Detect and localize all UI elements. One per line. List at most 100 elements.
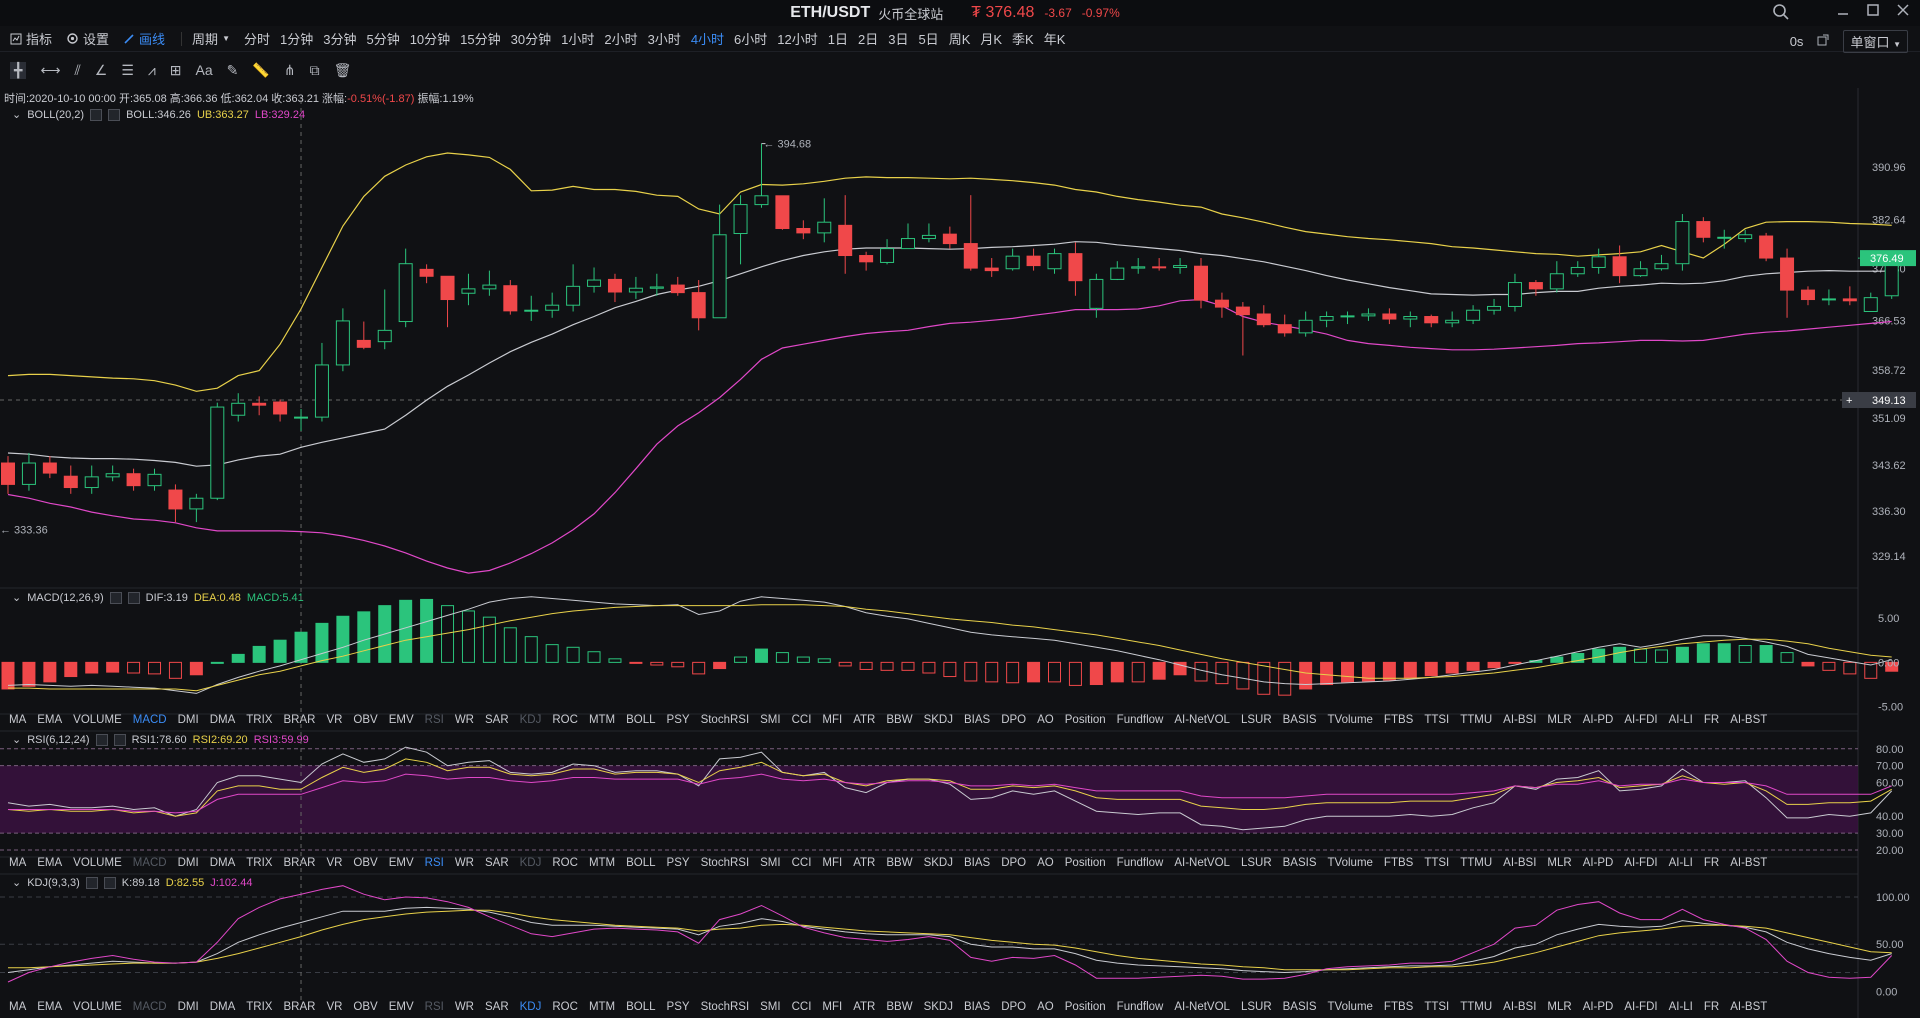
tab-fr[interactable]: FR (1703, 714, 1720, 726)
tab-cci[interactable]: CCI (791, 714, 812, 726)
tab-psy[interactable]: PSY (666, 857, 690, 869)
period-0[interactable]: 分时 (243, 32, 270, 47)
tab-tvolume[interactable]: TVolume (1327, 857, 1373, 869)
tab-bbw[interactable]: BBW (886, 857, 913, 869)
tab-lsur[interactable]: LSUR (1240, 1001, 1272, 1013)
macd-settings-icon[interactable] (109, 591, 122, 604)
tab-tvolume[interactable]: TVolume (1327, 1001, 1373, 1013)
tab-ema[interactable]: EMA (37, 714, 63, 726)
tab-ttsi[interactable]: TTSI (1424, 857, 1450, 869)
tab-sar[interactable]: SAR (484, 857, 509, 869)
tab-ao[interactable]: AO (1037, 857, 1054, 869)
window-layout-dropdown[interactable]: 单窗口 ▼ (1843, 30, 1908, 53)
period-14[interactable]: 2日 (857, 32, 879, 47)
tab-fr[interactable]: FR (1703, 1001, 1720, 1013)
magnet-tool-icon[interactable]: ⋔ (283, 61, 296, 78)
tab-ttmu[interactable]: TTMU (1460, 714, 1493, 726)
tab-trix[interactable]: TRIX (246, 1001, 273, 1013)
period-4[interactable]: 10分钟 (409, 32, 451, 47)
period-8[interactable]: 2小时 (604, 32, 638, 47)
tab-mtm[interactable]: MTM (588, 1001, 616, 1013)
maximize-icon[interactable] (1866, 3, 1880, 25)
tab-mfi[interactable]: MFI (822, 1001, 843, 1013)
tab-position[interactable]: Position (1064, 714, 1106, 726)
tab-ai-fdi[interactable]: AI-FDI (1624, 857, 1658, 869)
tab-emv[interactable]: EMV (388, 857, 414, 869)
period-9[interactable]: 3小时 (647, 32, 681, 47)
rsi-settings-icon[interactable] (95, 733, 108, 746)
tab-atr[interactable]: ATR (853, 714, 876, 726)
tab-ma[interactable]: MA (9, 857, 27, 869)
tab-mfi[interactable]: MFI (822, 714, 843, 726)
tab-mfi[interactable]: MFI (822, 857, 843, 869)
tab-trix[interactable]: TRIX (246, 714, 273, 726)
period-1[interactable]: 1分钟 (280, 32, 314, 47)
tab-ai-bst[interactable]: AI-BST (1730, 714, 1768, 726)
brush-tool-icon[interactable]: ✎ (226, 61, 239, 78)
tab-brar[interactable]: BRAR (283, 1001, 316, 1013)
tab-atr[interactable]: ATR (853, 1001, 876, 1013)
tab-ai-netvol[interactable]: AI-NetVOL (1174, 857, 1230, 869)
tab-basis[interactable]: BASIS (1282, 1001, 1317, 1013)
tab-dma[interactable]: DMA (209, 857, 236, 869)
period-13[interactable]: 1日 (827, 32, 848, 47)
tab-kdj[interactable]: KDJ (519, 1001, 542, 1013)
tab-ai-bst[interactable]: AI-BST (1730, 857, 1768, 869)
tab-tvolume[interactable]: TVolume (1327, 714, 1373, 726)
tab-ttmu[interactable]: TTMU (1460, 857, 1493, 869)
text-tool-icon[interactable]: Aa (195, 62, 213, 78)
tab-mlr[interactable]: MLR (1547, 714, 1572, 726)
indicator-button[interactable]: 指标 (10, 29, 52, 48)
tab-ai-netvol[interactable]: AI-NetVOL (1174, 1001, 1230, 1013)
macd-name[interactable]: MACD(12,26,9) (27, 591, 104, 604)
period-17[interactable]: 周K (948, 32, 971, 47)
tab-ai-bsi[interactable]: AI-BSI (1503, 857, 1537, 869)
period-11[interactable]: 6小时 (734, 32, 768, 47)
tab-fundflow[interactable]: Fundflow (1116, 1001, 1164, 1013)
period-15[interactable]: 3日 (888, 32, 909, 47)
symbol-title[interactable]: ETH/USDT (790, 4, 871, 21)
tab-trix[interactable]: TRIX (246, 857, 273, 869)
tab-wr[interactable]: WR (454, 857, 474, 869)
tab-atr[interactable]: ATR (853, 857, 876, 869)
tab-ai-bsi[interactable]: AI-BSI (1503, 714, 1537, 726)
tab-mtm[interactable]: MTM (588, 857, 616, 869)
tab-boll[interactable]: BOLL (626, 714, 656, 726)
collapse-icon[interactable]: ⌄ (12, 877, 22, 889)
tab-ai-bst[interactable]: AI-BST (1730, 1001, 1768, 1013)
tab-ao[interactable]: AO (1037, 1001, 1054, 1013)
tab-wr[interactable]: WR (454, 1001, 474, 1013)
tab-vr[interactable]: VR (326, 714, 343, 726)
tab-bbw[interactable]: BBW (886, 714, 913, 726)
tab-fundflow[interactable]: Fundflow (1116, 857, 1164, 869)
tab-dmi[interactable]: DMI (177, 714, 199, 726)
tab-roc[interactable]: ROC (552, 1001, 578, 1013)
kdj-close-icon[interactable] (103, 876, 116, 889)
tab-sar[interactable]: SAR (484, 714, 509, 726)
period-2[interactable]: 3分钟 (323, 32, 357, 47)
tab-bias[interactable]: BIAS (963, 1001, 991, 1013)
tab-boll[interactable]: BOLL (626, 857, 656, 869)
tab-skdj[interactable]: SKDJ (923, 857, 953, 869)
tab-ao[interactable]: AO (1037, 714, 1054, 726)
tab-dpo[interactable]: DPO (1001, 714, 1027, 726)
tab-skdj[interactable]: SKDJ (923, 1001, 953, 1013)
horizontal-line-tool-icon[interactable]: ⟷ (40, 61, 61, 78)
tab-ai-pd[interactable]: AI-PD (1582, 857, 1614, 869)
period-3[interactable]: 5分钟 (366, 32, 400, 47)
tab-ma[interactable]: MA (9, 1001, 27, 1013)
kdj-name[interactable]: KDJ(9,3,3) (27, 876, 80, 889)
rsi-name[interactable]: RSI(6,12,24) (27, 733, 90, 746)
tab-lsur[interactable]: LSUR (1240, 714, 1272, 726)
tab-basis[interactable]: BASIS (1282, 714, 1317, 726)
tab-emv[interactable]: EMV (388, 714, 414, 726)
boll-name[interactable]: BOLL(20,2) (27, 108, 85, 121)
tab-vr[interactable]: VR (326, 857, 343, 869)
tab-boll[interactable]: BOLL (626, 1001, 656, 1013)
measure-tool-icon[interactable]: 📏 (252, 61, 270, 78)
tab-ema[interactable]: EMA (37, 1001, 63, 1013)
tab-dpo[interactable]: DPO (1001, 1001, 1027, 1013)
tab-mlr[interactable]: MLR (1547, 857, 1572, 869)
tab-ai-bsi[interactable]: AI-BSI (1503, 1001, 1537, 1013)
tab-bias[interactable]: BIAS (963, 857, 991, 869)
